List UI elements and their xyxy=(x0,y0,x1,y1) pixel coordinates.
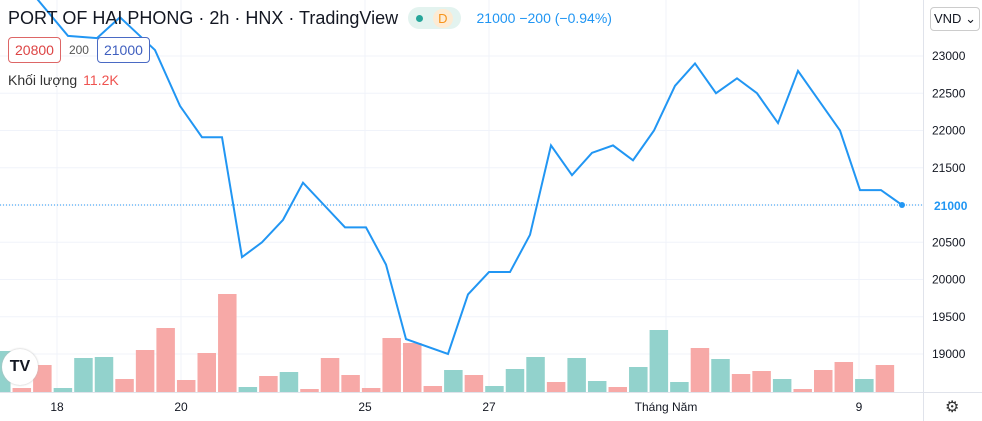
price-tick-label: 22000 xyxy=(932,124,966,138)
volume-bar xyxy=(74,358,93,392)
volume-bar xyxy=(526,357,545,392)
last-price-label: 21000 xyxy=(934,199,968,213)
volume-bar xyxy=(855,379,874,392)
volume-bar xyxy=(444,370,463,392)
tradingview-logo[interactable]: TV xyxy=(2,349,38,385)
volume-bar xyxy=(403,343,422,392)
volume-bar xyxy=(300,389,319,392)
market-status-badge[interactable]: D xyxy=(408,7,461,29)
volume-bar xyxy=(341,375,360,392)
volume-bar xyxy=(176,380,196,392)
volume-bar xyxy=(53,388,73,392)
price-tick-label: 21500 xyxy=(932,161,966,175)
volume-bar xyxy=(711,359,730,392)
volume-bar xyxy=(649,330,669,392)
volume-bar xyxy=(279,372,299,392)
volume-legend: Khối lượng 11.2K xyxy=(8,72,119,88)
market-open-dot-icon xyxy=(416,14,424,22)
price-tick-label: 23000 xyxy=(932,49,966,63)
volume-bar xyxy=(772,379,792,392)
volume-bar xyxy=(33,365,52,392)
delayed-badge: D xyxy=(433,8,453,28)
chart-legend: PORT OF HAI PHONG · 2h · HNX · TradingVi… xyxy=(8,7,612,29)
volume-bar xyxy=(94,357,114,392)
volume-bar xyxy=(115,379,134,392)
chevron-down-icon: ⌄ xyxy=(965,11,976,26)
volume-bar xyxy=(423,386,443,392)
volume-value: 11.2K xyxy=(83,72,119,88)
volume-bar xyxy=(731,374,751,392)
volume-bar xyxy=(12,388,32,392)
x-tick-label: 18 xyxy=(50,400,64,414)
last-price-label-bg xyxy=(926,196,980,214)
quote-row: 20800 200 21000 xyxy=(8,37,150,63)
volume-bar xyxy=(218,294,237,392)
price-tick-label: 20000 xyxy=(932,273,966,287)
price-tick-label: 22500 xyxy=(932,86,966,100)
volume-bar xyxy=(361,388,381,392)
volume-bar xyxy=(587,381,607,392)
volume-bar xyxy=(259,376,278,392)
symbol-title: PORT OF HAI PHONG · 2h · HNX · TradingVi… xyxy=(8,7,399,28)
x-tick-label: 25 xyxy=(358,400,372,414)
spread-value: 200 xyxy=(68,43,89,57)
x-tick-label: Tháng Năm xyxy=(635,400,698,414)
volume-bar xyxy=(752,371,771,392)
gear-icon[interactable]: ⚙ xyxy=(945,399,960,416)
x-tick-label: 9 xyxy=(856,400,863,414)
price-line xyxy=(36,0,903,356)
volume-bar xyxy=(875,365,895,392)
volume-bar xyxy=(629,367,648,392)
volume-bar xyxy=(238,387,258,392)
currency-label: VND xyxy=(934,11,962,26)
sell-button[interactable]: 20800 xyxy=(8,37,61,63)
last-price-dot xyxy=(899,202,905,208)
volume-bar xyxy=(464,375,484,392)
volume-bar xyxy=(197,353,216,392)
x-tick-label: 20 xyxy=(174,400,188,414)
price-tick-label: 19500 xyxy=(932,310,966,324)
buy-button[interactable]: 21000 xyxy=(96,37,150,63)
volume-bar xyxy=(382,338,401,392)
volume-bar xyxy=(690,348,710,392)
volume-label: Khối lượng xyxy=(8,72,78,88)
currency-select[interactable]: VND ⌄ xyxy=(930,7,980,31)
volume-bar xyxy=(505,369,525,392)
volume-bar xyxy=(670,382,689,392)
volume-bar xyxy=(567,358,586,392)
volume-bar xyxy=(135,350,155,392)
volume-bar xyxy=(793,389,812,392)
volume-bar xyxy=(814,370,833,392)
volume-bar xyxy=(485,386,504,392)
volume-bar xyxy=(546,382,566,392)
price-tick-label: 20500 xyxy=(932,235,966,249)
volume-bar xyxy=(156,328,175,392)
price-tick-label: 19000 xyxy=(932,347,966,361)
volume-bar xyxy=(320,358,340,392)
x-tick-label: 27 xyxy=(482,400,496,414)
volume-bar xyxy=(608,387,627,392)
volume-bar xyxy=(834,362,854,392)
logo-text: TV xyxy=(9,358,31,375)
last-price-change: 21000 −200 (−0.94%) xyxy=(476,10,612,26)
